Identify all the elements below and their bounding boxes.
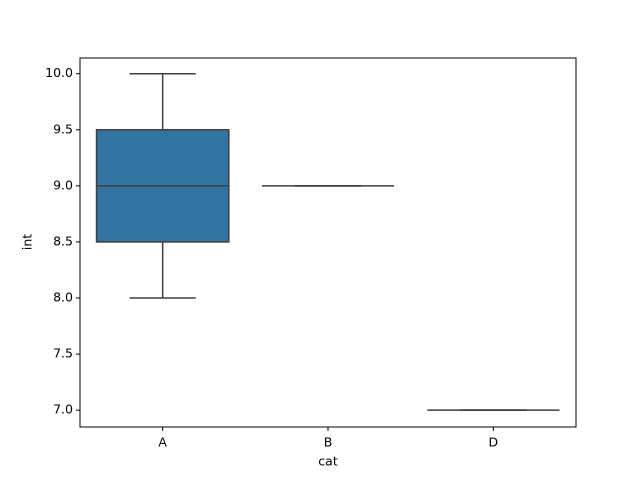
y-tick-label: 8.5 — [53, 233, 73, 248]
y-tick-label: 9.0 — [53, 177, 73, 192]
x-tick-label: D — [489, 435, 499, 450]
y-tick-label: 8.0 — [53, 290, 73, 305]
plot-frame — [79, 57, 577, 428]
y-tick-label: 7.0 — [53, 402, 73, 417]
y-tick-label: 9.5 — [53, 121, 73, 136]
y-axis-label: int — [20, 234, 35, 250]
y-tick-label: 7.5 — [53, 346, 73, 361]
x-tick-label: B — [324, 435, 333, 450]
y-tick-label: 10.0 — [45, 65, 73, 80]
x-axis-label: cat — [318, 454, 338, 469]
x-tick-label: A — [158, 435, 167, 450]
